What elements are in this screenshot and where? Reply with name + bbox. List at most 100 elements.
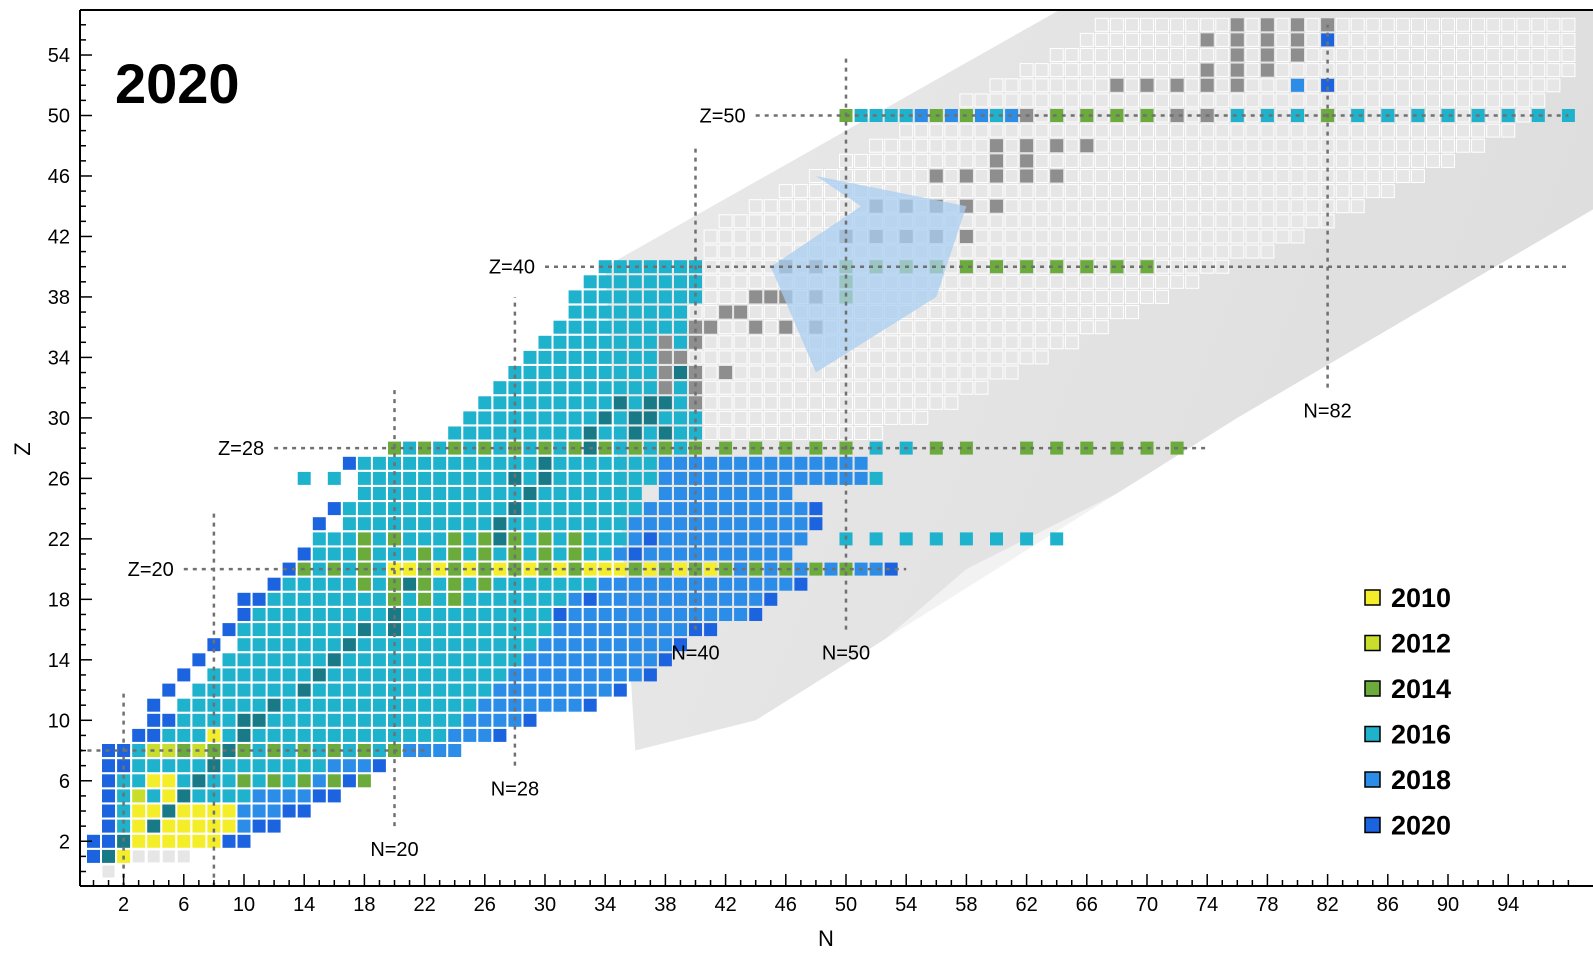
cell-2020 (613, 683, 627, 697)
cell-2016 (403, 502, 417, 516)
predicted-cell (1471, 78, 1486, 93)
predicted-cell (1290, 229, 1305, 244)
predicted-cell (748, 365, 763, 380)
predicted-cell (1200, 138, 1215, 153)
x-axis-label: N (818, 926, 834, 951)
cell-2010 (192, 804, 206, 818)
cell-2016 (372, 532, 386, 546)
predicted-cell (733, 395, 748, 410)
cell-2018 (674, 547, 687, 561)
predicted-cell (1275, 184, 1290, 199)
cell-2016 (568, 350, 582, 364)
predicted-cell (1079, 153, 1094, 168)
cell-2010 (177, 819, 191, 833)
predicted-cell (944, 365, 959, 380)
cell-2016 (658, 290, 672, 304)
predicted-cell (1230, 214, 1245, 229)
predicted-cell (1049, 274, 1064, 289)
predicted-cell (944, 335, 959, 350)
predicted-cell (1365, 17, 1380, 32)
x-tick-label: 82 (1316, 894, 1338, 916)
predicted-cell (1395, 153, 1410, 168)
cell-2018 (794, 517, 808, 531)
cell-2018 (1291, 78, 1304, 92)
cell-2016 (643, 275, 657, 289)
cell-2018 (674, 502, 687, 516)
predicted-cell (793, 426, 808, 440)
cell-2010 (222, 819, 236, 833)
predicted-cell (1395, 123, 1410, 138)
cell-2016 (568, 381, 582, 395)
cell-2016 (674, 426, 687, 440)
y-tick-label: 22 (48, 529, 70, 551)
legend-swatch-2020 (1364, 816, 1381, 834)
predicted-cell (1260, 244, 1275, 259)
cell-2018 (824, 471, 838, 485)
cell-2018 (824, 562, 838, 576)
cell-2016 (418, 623, 432, 637)
cell-2016 (583, 532, 597, 546)
cell-2014 (418, 592, 432, 606)
cell-2016 (192, 759, 206, 773)
cell-2016 (568, 487, 582, 500)
cell-2016 (568, 305, 582, 319)
predicted-cell (1305, 123, 1320, 138)
cell-2016 (628, 350, 642, 364)
cell-2016 (177, 728, 191, 742)
cell-2018 (267, 789, 281, 803)
predicted-cell (869, 426, 884, 440)
cell-2016 (403, 456, 417, 470)
stable-cell (689, 381, 702, 395)
predicted-cell (1079, 93, 1094, 108)
cell-2018 (508, 698, 522, 712)
predicted-cell (808, 169, 823, 183)
predicted-cell (1094, 17, 1109, 32)
predicted-cell (1034, 169, 1049, 183)
cell-2016 (207, 668, 221, 682)
cell-2016 (508, 381, 522, 395)
cell-2016 (658, 275, 672, 289)
predicted-cell (1185, 48, 1200, 62)
predicted-cell (763, 305, 778, 320)
cell-2018 (643, 592, 657, 606)
cell-2018 (598, 638, 612, 652)
cell-2014 (418, 577, 432, 591)
stable-cell (658, 381, 672, 395)
cell-2016 (433, 517, 447, 531)
cell-2016 (628, 290, 642, 304)
cell-2014 (357, 547, 371, 561)
cell-2016 (297, 638, 311, 652)
cell-2014 (658, 562, 672, 576)
predicted-cell (824, 410, 838, 425)
predicted-cell (1215, 229, 1230, 244)
predicted-cell (1260, 229, 1275, 244)
cell-2016 (418, 698, 432, 712)
cell-2016 (282, 668, 296, 682)
magic-label-n-20: N=20 (370, 839, 418, 861)
predicted-cell (989, 335, 1004, 350)
predicted-cell (1185, 153, 1200, 168)
predicted-cell (1109, 214, 1124, 229)
predicted-cell (1275, 169, 1290, 183)
predicted-cell (1079, 32, 1094, 47)
predicted-cell (763, 320, 778, 335)
cell-2018 (658, 623, 672, 637)
predicted-cell (1531, 32, 1546, 47)
predicted-cell (1185, 184, 1200, 199)
predicted-cell (1019, 350, 1034, 365)
cell-2016 (674, 305, 687, 319)
dripline-shade-fade (755, 269, 1593, 812)
cell-2018 (764, 487, 778, 500)
cell-2018 (764, 517, 778, 531)
cell-2016 (372, 668, 386, 682)
predicted-cell (703, 305, 718, 320)
cell-2016 (147, 789, 161, 803)
cell-2016 (448, 426, 462, 440)
cell-2016 (282, 638, 296, 652)
cell-2020 (282, 562, 296, 576)
predicted-cell (1109, 63, 1124, 78)
cell-2020 (132, 728, 146, 742)
predicted-cell (1109, 289, 1124, 304)
predicted-cell (1094, 32, 1109, 47)
cell-2018 (613, 592, 627, 606)
